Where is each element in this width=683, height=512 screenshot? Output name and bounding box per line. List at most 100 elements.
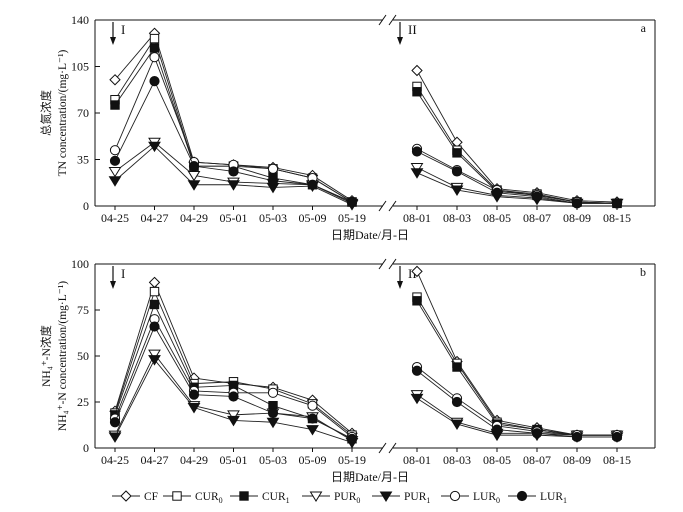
legend-label-base: CUR [195,491,219,503]
data-point [346,433,358,444]
data-point [108,166,122,178]
arrow-head [397,281,403,289]
data-point [491,187,503,198]
data-point [412,296,422,306]
data-point [411,365,423,376]
data-point [188,389,200,400]
data-point [611,198,623,209]
period-marker: II [408,266,417,281]
x-tick-label: 05-01 [220,211,248,225]
data-point [307,179,318,190]
series-CF [109,265,623,441]
data-point [149,52,160,63]
data-point [228,391,239,402]
x-tick-label: 04-27 [141,211,169,225]
data-point [228,166,239,177]
y-tick-label: 0 [83,441,89,455]
data-point [108,176,122,187]
data-point [109,145,121,156]
x-tick-label: 08-05 [483,211,511,225]
data-point [410,168,424,179]
legend-label-subscript: 1 [426,496,430,505]
series-line [416,70,618,203]
axis-break-mark [388,14,397,26]
x-tick-label: 04-29 [180,453,208,467]
data-point [266,417,280,429]
data-point [109,417,121,428]
legend-label-subscript: 0 [496,496,500,505]
data-point [346,196,358,208]
legend-label: LUR1 [540,491,567,505]
legend-marker [239,491,249,501]
data-point [110,100,120,110]
arrow-head [110,281,116,289]
y-tick-label: 50 [77,349,89,363]
data-point [227,410,240,421]
data-point [148,349,161,361]
data-point [149,321,160,332]
data-point [187,403,201,414]
axis-break-mark [388,200,397,212]
arrow-head [110,37,116,45]
data-point [267,175,279,186]
axis-break-mark [378,258,387,270]
data-point [148,141,161,153]
data-point [307,413,318,424]
data-point [267,387,279,398]
x-axis-label: 日期Date/月-日 [331,470,409,484]
legend-label-base: CF [144,491,158,503]
panel-label: a [641,21,647,35]
legend: CF CUR0 CUR 1 PUR0 PUR1 LUR0 LUR1 [112,490,567,505]
legend-item-PUR1: PUR1 [372,491,430,505]
x-tick-label: 05-03 [259,211,287,225]
series-CUR0 [110,286,622,440]
x-tick-label: 05-03 [259,453,287,467]
y-tick-label: 25 [77,395,89,409]
x-tick-label: 08-15 [603,453,631,467]
series-LUR0 [109,314,623,443]
x-tick-label: 05-19 [338,211,366,225]
data-point [149,43,160,53]
legend-item-CUR0: CUR0 [163,491,223,505]
data-point [148,355,161,366]
axis-break-mark [378,14,387,26]
x-tick-label: 08-03 [443,453,471,467]
series-CF [109,27,623,208]
axis-break-mark [378,200,387,212]
data-point [267,407,279,419]
data-point [227,180,240,191]
x-tick-label: 04-25 [101,453,129,467]
chart-panel-a: 0 35 70 105 140 总氮浓度 TN concentration/(mg·L⁻¹)… [39,13,656,242]
legend-label: CUR0 [195,491,223,505]
x-axis-label: 日期Date/月-日 [331,228,409,242]
x-tick-label: 08-01 [403,453,431,467]
x-tick-label: 04-25 [101,211,129,225]
data-point [411,64,423,77]
legend-label: PUR0 [334,491,360,505]
series-line [416,366,617,436]
data-point [571,198,583,209]
data-point [227,415,240,427]
series-line [416,91,618,204]
axis-break-mark [388,258,397,270]
down-arrow-icon [397,266,403,289]
chart-panel-b: 0 25 50 75 100 NH₄⁺-N浓度 NH₄⁺-N concentration/(… [39,257,656,484]
data-point [450,185,464,197]
series-CUR1 [110,296,622,444]
x-tick-label: 08-07 [523,211,551,225]
data-point [531,428,543,439]
x-tick-label: 05-09 [299,211,327,225]
legend-item-LUR0: LUR0 [441,490,500,505]
legend-label: PUR1 [404,491,430,505]
data-point [187,170,201,182]
x-tick-label: 05-09 [299,453,327,467]
series-line [416,271,617,436]
data-point [149,33,160,44]
data-point [410,162,424,174]
axis-break-mark [388,442,397,454]
y-tick-label: 75 [77,303,89,317]
legend-item-CF: CF [112,490,158,503]
series-CUR0 [110,33,622,209]
down-arrow-icon [397,22,403,45]
